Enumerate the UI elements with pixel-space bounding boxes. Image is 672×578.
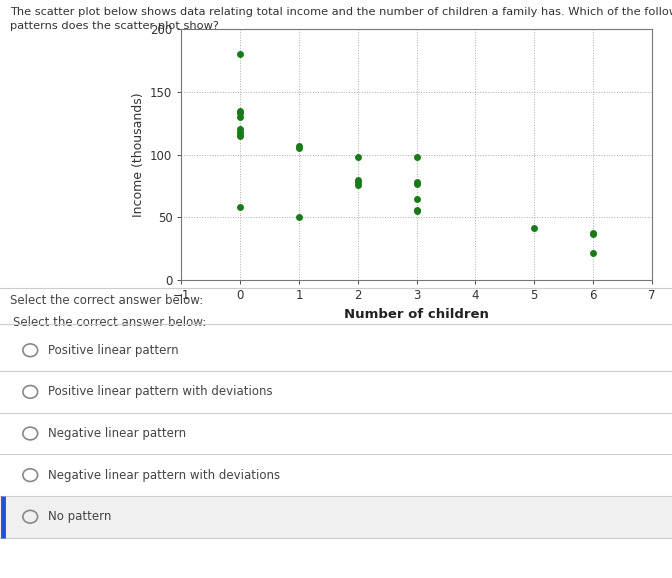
Point — [235, 127, 246, 136]
Text: patterns does the scatter plot show?: patterns does the scatter plot show? — [10, 21, 219, 31]
Point — [235, 130, 246, 139]
Text: No pattern: No pattern — [48, 510, 112, 523]
Point — [529, 223, 540, 232]
Point — [411, 177, 422, 187]
Text: Select the correct answer below:: Select the correct answer below: — [10, 294, 204, 306]
Point — [352, 180, 363, 190]
Point — [587, 248, 598, 257]
Point — [235, 125, 246, 134]
Point — [294, 213, 304, 222]
Point — [587, 228, 598, 237]
Text: Positive linear pattern: Positive linear pattern — [48, 344, 179, 357]
Y-axis label: Income (thousands): Income (thousands) — [132, 92, 144, 217]
Point — [235, 203, 246, 212]
Point — [235, 131, 246, 140]
Text: Positive linear pattern with deviations: Positive linear pattern with deviations — [48, 386, 273, 398]
X-axis label: Number of children: Number of children — [344, 308, 489, 321]
Point — [294, 144, 304, 153]
Point — [294, 141, 304, 150]
Point — [352, 177, 363, 187]
Point — [352, 175, 363, 184]
Text: The scatter plot below shows data relating total income and the number of childr: The scatter plot below shows data relati… — [10, 7, 672, 17]
Point — [235, 112, 246, 121]
Point — [235, 109, 246, 118]
Point — [235, 106, 246, 115]
Point — [235, 50, 246, 59]
Point — [587, 229, 598, 239]
Point — [411, 205, 422, 214]
Point — [411, 194, 422, 203]
Point — [352, 153, 363, 162]
Point — [411, 153, 422, 162]
Text: Negative linear pattern: Negative linear pattern — [48, 427, 187, 440]
Text: Negative linear pattern with deviations: Negative linear pattern with deviations — [48, 469, 280, 481]
Point — [411, 206, 422, 216]
Text: Select the correct answer below:: Select the correct answer below: — [13, 316, 207, 329]
Point — [411, 179, 422, 188]
